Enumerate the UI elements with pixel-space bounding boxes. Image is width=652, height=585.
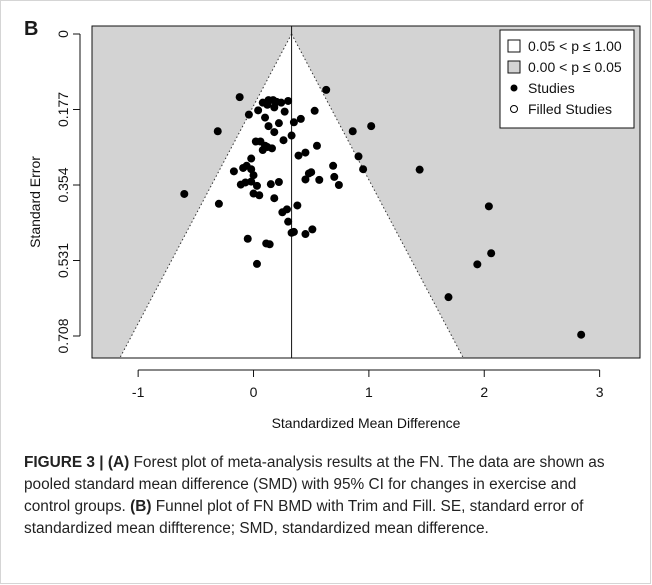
caption-part-b-text: Funnel plot of FN BMD with Trim and Fill…: [24, 498, 584, 537]
study-point: [294, 151, 303, 160]
study-point: [274, 119, 283, 128]
study-point: [270, 194, 279, 203]
funnel-right-boundary: [291, 33, 464, 359]
study-point: [244, 110, 253, 119]
y-axis-label: Standard Error: [27, 156, 43, 248]
study-point: [473, 260, 482, 269]
y-tick-label: 0.354: [55, 167, 71, 202]
funnel-plot: -1 0 1 2 3 0 0.177 0.354 0.531 0.708 Standardize…: [27, 25, 641, 431]
legend-swatch: [507, 60, 521, 74]
caption-part-a-text: Forest plot of meta-analysis results at …: [24, 454, 605, 515]
legend-entry-label: Filled Studies: [528, 101, 612, 117]
legend-entry-label: 0.05 < p ≤ 1.00: [528, 38, 622, 54]
study-point: [239, 163, 248, 172]
study-point: [270, 128, 279, 137]
study-point: [367, 122, 376, 131]
x-axis-label: Standardized Mean Difference: [272, 415, 461, 431]
legend: 0.05 < p ≤ 1.00 0.00 < p ≤ 0.05 Studies Fil…: [499, 29, 635, 129]
panel-label: B: [24, 18, 39, 40]
study-point: [329, 161, 338, 170]
study-point: [315, 175, 324, 184]
study-point: [304, 169, 313, 178]
study-point: [310, 106, 319, 115]
study-point: [487, 249, 496, 258]
study-point: [284, 217, 293, 226]
study-point: [348, 127, 357, 136]
legend-marker-open: [510, 105, 518, 113]
legend-box: [499, 29, 635, 129]
study-points: [180, 85, 586, 339]
study-point: [296, 114, 305, 123]
study-point: [180, 189, 189, 198]
x-tick-label: 0: [250, 384, 258, 400]
study-point: [266, 180, 275, 189]
study-point: [287, 131, 296, 140]
study-point: [254, 106, 263, 115]
caption-figure-label: FIGURE 3 |: [24, 454, 104, 471]
study-point: [301, 148, 310, 157]
funnel-left-boundary: [119, 33, 293, 359]
study-point: [243, 234, 252, 243]
study-point: [284, 96, 293, 105]
study-point: [264, 122, 273, 131]
legend-swatch: [507, 39, 521, 53]
y-axis: 0 0.177 0.354 0.531 0.708: [55, 30, 81, 354]
study-point: [236, 180, 245, 189]
study-point: [301, 175, 310, 184]
y-tick-label: 0: [55, 30, 71, 38]
legend-entry-label: Studies: [528, 80, 575, 96]
study-point: [274, 178, 283, 187]
study-point: [282, 205, 291, 214]
plot-border: [91, 25, 641, 359]
study-point: [415, 165, 424, 174]
study-point: [261, 113, 270, 122]
study-point: [277, 98, 286, 107]
study-point: [444, 293, 453, 302]
x-tick-label: -1: [132, 384, 145, 400]
caption-part-a-label: (A): [107, 454, 130, 471]
study-point: [330, 172, 339, 181]
legend-marker-filled: [510, 84, 518, 92]
caption-part-b-label: (B): [130, 498, 152, 515]
x-tick-label: 2: [480, 384, 488, 400]
study-point: [252, 259, 261, 268]
study-point: [255, 191, 264, 200]
study-point: [354, 152, 363, 161]
study-point: [247, 154, 256, 163]
study-point: [293, 201, 302, 210]
figure-caption: FIGURE 3 | (A) Forest plot of meta-analy…: [24, 452, 624, 540]
study-point: [289, 227, 298, 236]
study-point: [265, 240, 274, 249]
y-tick-label: 0.177: [55, 92, 71, 127]
study-point: [263, 100, 272, 109]
study-point: [270, 103, 279, 112]
study-point: [258, 146, 267, 155]
study-point: [280, 107, 289, 116]
study-point: [312, 141, 321, 150]
study-point: [484, 202, 493, 211]
y-tick-label: 0.708: [55, 318, 71, 353]
x-tick-label: 1: [365, 384, 373, 400]
study-point: [577, 330, 586, 339]
study-point: [334, 181, 343, 189]
study-point: [279, 136, 288, 145]
study-point: [213, 127, 222, 136]
study-point: [249, 171, 258, 180]
study-point: [252, 181, 261, 190]
study-point: [308, 225, 317, 234]
study-point: [359, 165, 368, 174]
study-point: [322, 85, 331, 94]
x-tick-label: 3: [596, 384, 604, 400]
legend-entry-label: 0.00 < p ≤ 0.05: [528, 59, 622, 75]
study-point: [214, 199, 223, 208]
x-axis: -1 0 1 2 3: [132, 369, 604, 400]
study-point: [229, 167, 238, 176]
study-point: [301, 230, 310, 239]
study-point: [289, 118, 298, 127]
study-point: [235, 93, 244, 102]
y-tick-label: 0.531: [55, 243, 71, 278]
study-point: [267, 144, 276, 153]
